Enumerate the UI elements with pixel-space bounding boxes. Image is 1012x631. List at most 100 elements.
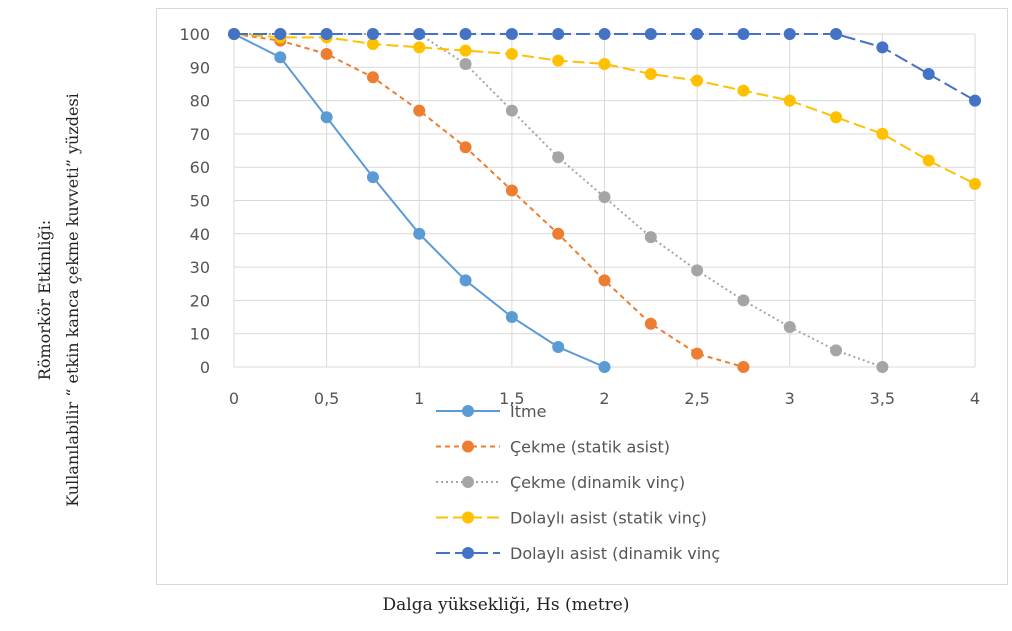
chart-frame: [156, 8, 1008, 585]
legend-swatch-marker: [462, 511, 474, 524]
y-tick-label: 0: [200, 358, 210, 377]
data-point: [876, 41, 889, 54]
data-point: [552, 151, 565, 164]
data-point: [459, 141, 472, 154]
data-point: [459, 274, 472, 287]
data-point: [413, 227, 426, 240]
data-point: [274, 28, 287, 40]
data-point: [598, 274, 611, 287]
data-point: [413, 41, 426, 54]
data-point: [783, 321, 796, 334]
x-tick-label: 1,5: [499, 389, 524, 408]
data-point: [644, 67, 657, 80]
legend-label: Dolaylı asist (dinamik vinç: [510, 544, 720, 563]
data-point: [413, 104, 426, 117]
series-1: [228, 28, 611, 373]
data-point: [366, 171, 379, 184]
data-point: [505, 28, 518, 40]
x-axis-label: Dalga yüksekliği, Hs (metre): [382, 595, 630, 615]
data-point: [552, 54, 565, 67]
series-line: [233, 33, 976, 185]
data-point: [228, 28, 240, 40]
data-point: [644, 231, 657, 244]
x-tick-label: 4: [970, 389, 980, 408]
data-point: [922, 154, 935, 167]
y-tick-label: 20: [190, 291, 210, 310]
data-point: [459, 57, 472, 70]
legend-swatch-marker: [462, 440, 474, 453]
x-tick-label: 2,5: [684, 389, 709, 408]
data-point: [413, 28, 426, 40]
data-point: [691, 264, 704, 277]
data-point: [691, 347, 704, 360]
data-point: [644, 317, 657, 330]
series-layer: [228, 28, 981, 373]
data-point: [274, 51, 287, 64]
y-tick-label: 60: [190, 158, 210, 177]
legend-swatch-marker: [462, 547, 474, 559]
data-point: [366, 37, 379, 50]
data-point: [644, 28, 657, 40]
data-point: [737, 84, 750, 97]
data-point: [876, 361, 889, 373]
data-point: [830, 28, 843, 40]
legend-swatch-marker: [462, 405, 474, 417]
data-point: [505, 104, 518, 117]
x-tick-label: 0: [229, 389, 239, 408]
legend-item: Dolaylı asist (dinamik vinç: [436, 544, 720, 563]
y-tick-label: 70: [190, 125, 210, 144]
y-axis-label: Kullanılabilir “ etkin kanca çekme kuvve…: [35, 93, 82, 507]
legend-item: Çekme (statik asist): [436, 438, 670, 457]
y-tick-label: 10: [190, 325, 210, 344]
data-point: [552, 227, 565, 240]
x-tick-label: 2: [599, 389, 609, 408]
legend-item: Dolaylı asist (statik vinç): [436, 509, 707, 528]
x-tick-label: 1: [414, 389, 424, 408]
data-point: [320, 28, 333, 40]
legend-label: İtme: [510, 402, 546, 421]
data-point: [691, 74, 704, 87]
data-point: [969, 177, 981, 190]
data-point: [459, 44, 472, 57]
data-point: [552, 341, 565, 354]
data-point: [922, 67, 935, 80]
data-point: [830, 111, 843, 124]
y-tick-label: 80: [190, 92, 210, 111]
y-axis-label-line-1: Kullanılabilir “ etkin kanca çekme kuvve…: [63, 93, 82, 507]
data-point: [737, 28, 750, 40]
series-4: [228, 28, 981, 190]
data-point: [783, 94, 796, 107]
data-point: [366, 71, 379, 84]
y-axis-label-line-2: Römorkör Etkinliği:: [35, 220, 54, 380]
y-tick-label: 90: [190, 58, 210, 77]
data-point: [505, 184, 518, 197]
x-tick-label: 0,5: [314, 389, 339, 408]
x-tick-label: 3,5: [870, 389, 895, 408]
legend: İtme Çekme (statik asist) Çekme (dinamik v…: [436, 402, 720, 563]
data-point: [598, 191, 611, 204]
data-point: [598, 57, 611, 70]
legend-swatch-marker: [462, 476, 474, 488]
legend-item: Çekme (dinamik vinç): [436, 473, 685, 492]
data-point: [320, 111, 333, 124]
legend-item: İtme: [436, 402, 546, 421]
data-point: [320, 47, 333, 60]
series-5: [228, 28, 981, 107]
data-point: [737, 294, 750, 307]
y-tick-label: 40: [190, 225, 210, 244]
legend-label: Çekme (dinamik vinç): [510, 473, 685, 492]
data-point: [598, 28, 611, 40]
data-point: [366, 28, 379, 40]
legend-label: Dolaylı asist (statik vinç): [510, 509, 707, 528]
legend-label: Çekme (statik asist): [510, 438, 670, 457]
x-tick-label: 3: [785, 389, 795, 408]
y-tick-label: 50: [190, 192, 210, 211]
data-point: [876, 127, 889, 140]
y-tick-label: 100: [179, 25, 210, 44]
data-point: [969, 94, 981, 107]
data-point: [459, 28, 472, 40]
data-point: [598, 361, 611, 373]
data-point: [552, 28, 565, 40]
data-point: [691, 28, 704, 40]
